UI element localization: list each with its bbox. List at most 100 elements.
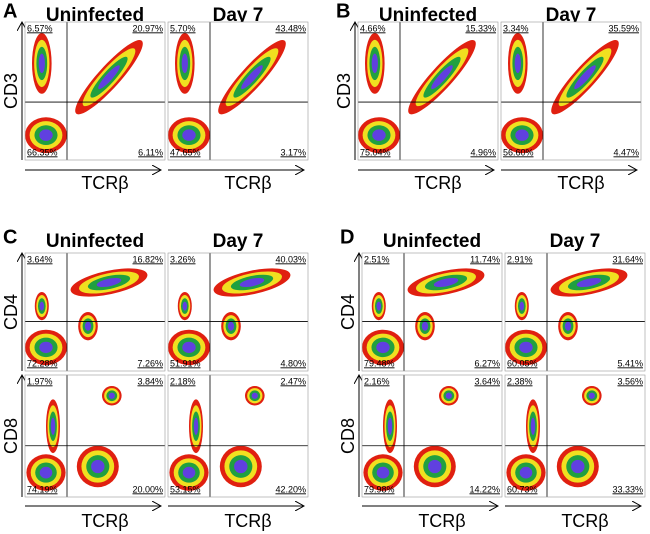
density-blob — [182, 301, 188, 311]
density-plot — [362, 253, 502, 371]
quadrant-percent: 5.70% — [170, 23, 196, 33]
density-blob — [84, 321, 92, 331]
quadrant-percent: 5.41% — [617, 358, 643, 368]
quadrant-percent: 35.59% — [608, 23, 639, 33]
x-axis-label: TCRβ — [561, 511, 608, 531]
quadrant-percent: 3.56% — [617, 376, 643, 386]
density-blob — [571, 459, 585, 474]
quadrant-percent: 6.57% — [27, 23, 53, 33]
density-plot — [505, 375, 645, 497]
quadrant-percent: 11.74% — [470, 254, 500, 264]
density-blob — [574, 65, 596, 90]
quadrant-percent: 20.00% — [132, 484, 163, 494]
density-blob — [251, 392, 258, 399]
quadrant-percent: 3.34% — [503, 23, 529, 33]
panel-label: A — [3, 0, 17, 22]
plot-frame — [357, 21, 499, 161]
plot-frame — [167, 252, 309, 372]
density-blob — [421, 321, 429, 331]
plot-frame — [504, 252, 646, 372]
density-blob — [241, 65, 263, 90]
column-title: Day 7 — [550, 231, 601, 252]
y-axis-label: CD8 — [1, 418, 21, 454]
y-axis-label: CD4 — [1, 294, 21, 330]
density-blob — [239, 277, 265, 288]
quadrant-percent: 42.20% — [275, 484, 306, 494]
column-title: Uninfected — [383, 231, 481, 252]
y-axis-label: CD3 — [334, 73, 354, 109]
quadrant-percent: 3.64% — [27, 254, 53, 264]
panel-label: C — [3, 226, 17, 248]
column-title: Day 7 — [213, 231, 264, 252]
column-title: Uninfected — [46, 231, 144, 252]
panel-label: D — [340, 226, 354, 248]
quadrant-percent: 3.84% — [137, 376, 163, 386]
density-plot — [25, 375, 165, 497]
density-blob — [181, 53, 188, 74]
density-blob — [588, 392, 595, 399]
quadrant-percent: 2.47% — [280, 376, 306, 386]
density-blob — [38, 53, 45, 74]
density-plot — [362, 375, 502, 497]
plot-frame — [24, 21, 166, 161]
density-blob — [445, 392, 452, 399]
density-blob — [433, 277, 459, 288]
plot-frame — [24, 374, 166, 498]
plot-frame — [167, 374, 309, 498]
quadrant-percent: 16.82% — [132, 254, 163, 264]
density-plot — [505, 253, 645, 371]
density-blob — [108, 392, 115, 399]
quadrant-percent: 4.47% — [613, 147, 639, 157]
x-axis-label: TCRβ — [557, 173, 604, 193]
density-blob — [514, 53, 521, 74]
quadrant-percent: 79.48% — [364, 358, 395, 368]
plot-frame — [167, 21, 309, 161]
y-axis-label: CD8 — [338, 418, 358, 454]
density-blob — [431, 65, 453, 90]
quadrant-percent: 53.15% — [170, 484, 201, 494]
density-blob — [182, 466, 196, 479]
density-blob — [515, 129, 529, 141]
quadrant-percent: 60.05% — [507, 358, 538, 368]
density-blob — [576, 277, 602, 288]
density-blob — [39, 466, 53, 479]
density-blob — [182, 341, 196, 354]
density-blob — [530, 417, 536, 435]
x-axis-label: TCRβ — [224, 173, 271, 193]
quadrant-percent: 79.98% — [364, 484, 395, 494]
plot-frame — [361, 374, 503, 498]
density-blob — [519, 301, 525, 311]
quadrant-percent: 47.65% — [170, 147, 201, 157]
quadrant-percent: 6.11% — [138, 147, 163, 157]
quadrant-percent: 1.97% — [27, 376, 53, 386]
column-title: Day 7 — [213, 5, 264, 26]
density-plot — [25, 253, 165, 371]
quadrant-percent: 3.64% — [474, 376, 500, 386]
quadrant-percent: 2.91% — [507, 254, 533, 264]
quadrant-percent: 4.80% — [280, 358, 306, 368]
density-blob — [564, 321, 572, 331]
density-blob — [91, 459, 105, 474]
quadrant-percent: 43.48% — [275, 23, 306, 33]
density-blob — [376, 341, 390, 354]
quadrant-percent: 6.27% — [474, 358, 500, 368]
column-title: Uninfected — [46, 5, 144, 26]
density-plot — [168, 22, 308, 160]
quadrant-percent: 40.03% — [275, 254, 306, 264]
x-axis-label: TCRβ — [224, 511, 271, 531]
quadrant-percent: 2.38% — [507, 376, 533, 386]
density-plot — [25, 22, 165, 160]
density-blob — [519, 341, 533, 354]
x-axis-label: TCRβ — [418, 511, 465, 531]
density-blob — [376, 301, 382, 311]
density-blob — [39, 341, 53, 354]
density-blob — [39, 301, 45, 311]
density-blob — [428, 459, 442, 474]
density-blob — [193, 417, 199, 435]
density-blob — [371, 53, 378, 74]
density-blob — [227, 321, 235, 331]
quadrant-percent: 4.96% — [470, 147, 496, 157]
quadrant-percent: 66.35% — [27, 147, 58, 157]
plot-frame — [361, 252, 503, 372]
